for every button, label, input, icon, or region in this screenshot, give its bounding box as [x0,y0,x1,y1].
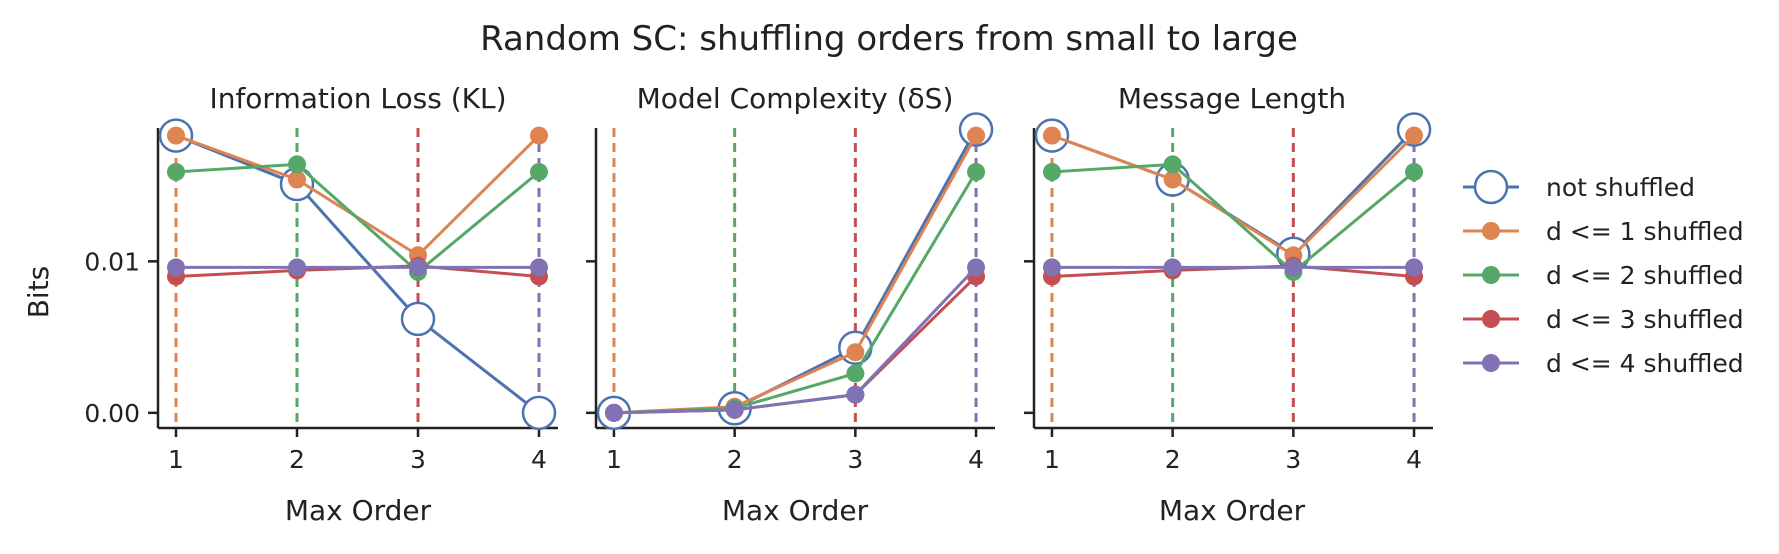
x-tick-label: 4 [1406,445,1422,474]
data-point [604,403,623,422]
y-tick-label: 0.00 [84,399,140,428]
series-line [175,134,540,415]
legend-marker [1482,310,1500,328]
data-point [288,258,306,277]
data-point [530,162,548,181]
data-point [967,126,986,145]
x-tick-label: 1 [168,445,184,474]
data-point [1405,162,1424,181]
data-point [530,126,548,145]
data-point [1163,170,1182,189]
x-tick-label: 2 [1165,445,1181,474]
figure-title: Random SC: shuffling orders from small t… [480,19,1298,59]
data-point [1042,126,1061,145]
data-point [288,155,306,174]
panel-title: Message Length [1118,82,1346,115]
x-tick-label: 4 [968,445,984,474]
x-tick-label: 2 [289,445,305,474]
data-point [530,258,548,277]
x-tick-label: 3 [847,445,863,474]
data-point [967,258,986,277]
panel-message-length: Message Length Max Order 1 2 3 4 [1024,82,1433,527]
data-point [725,400,744,419]
data-point [521,395,557,431]
data-point [400,301,436,337]
legend-marker [1482,222,1500,240]
data-point [1163,258,1182,277]
legend-label: not shuffled [1546,173,1695,202]
x-tick-label: 1 [606,445,622,474]
legend-marker [1482,354,1500,372]
x-axis-label: Max Order [285,494,432,527]
series-line [175,134,541,258]
legend-item: not shuffled [1463,169,1695,205]
series-line [175,162,540,274]
panel-title: Model Complexity (δS) [637,82,954,115]
series-line [613,266,978,415]
data-point [846,343,865,362]
data-point [167,162,185,181]
y-tick-label: 0.01 [84,247,140,276]
data-point [409,258,427,277]
legend-item: d <= 2 shuffled [1463,261,1744,290]
legend-marker [1473,169,1509,205]
series-line [1051,134,1416,258]
legend-marker [1482,266,1500,284]
legend-label: d <= 4 shuffled [1546,349,1744,378]
y-axis-label: Bits [22,266,55,319]
legend-item: d <= 4 shuffled [1463,349,1744,378]
legend-label: d <= 1 shuffled [1546,217,1744,246]
x-tick-label: 2 [727,445,743,474]
x-axis-label: Max Order [722,494,869,527]
data-point [167,258,185,277]
x-tick-label: 3 [410,445,426,474]
data-point [967,162,986,181]
legend-label: d <= 2 shuffled [1546,261,1744,290]
x-tick-label: 4 [531,445,547,474]
series-line [1051,162,1416,274]
legend-label: d <= 3 shuffled [1546,305,1744,334]
data-point [846,385,865,404]
data-point [1163,155,1182,174]
panel-model-complexity: Model Complexity (δS) Max Order 1 2 3 4 [586,82,995,527]
panel-title: Information Loss (KL) [209,82,506,115]
data-point [288,170,306,189]
data-point [167,126,185,145]
data-point [1405,258,1424,277]
legend-item: d <= 3 shuffled [1463,305,1744,334]
data-point [1405,126,1424,145]
x-tick-label: 3 [1285,445,1301,474]
series-line [1051,128,1416,256]
data-point [846,364,865,383]
panel-information-loss: Information Loss (KL) Max Order 1 2 3 4 0.00… [84,82,558,527]
series-line [613,128,978,415]
x-axis-label: Max Order [1159,494,1306,527]
legend-item: d <= 1 shuffled [1463,217,1744,246]
data-point [1042,258,1061,277]
legend: not shuffled d <= 1 shuffled d <= 2 shuffl… [1463,169,1744,378]
series-line [613,134,978,415]
x-tick-label: 1 [1044,445,1060,474]
data-point [1042,162,1061,181]
data-point [1284,258,1303,277]
